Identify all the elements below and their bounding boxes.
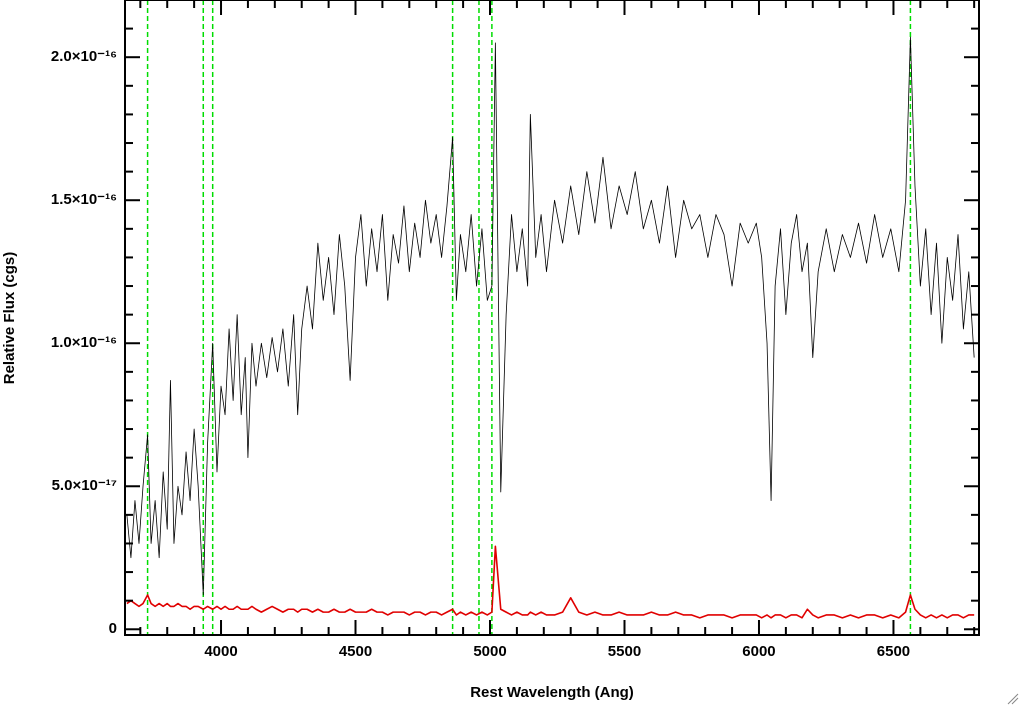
x-tick-label: 6000 [742, 643, 775, 660]
y-tick-label: 5.0×10⁻¹⁷ [52, 477, 117, 494]
spectrum-line [126, 545, 975, 619]
plot-frame [124, 0, 980, 636]
x-tick-label: 4000 [204, 643, 237, 660]
x-tick-label: 4500 [339, 643, 372, 660]
y-tick-label: 1.5×10⁻¹⁶ [51, 191, 117, 208]
y-tick-label: 1.0×10⁻¹⁶ [51, 334, 117, 351]
x-axis-label: Rest Wavelength (Ang) [470, 684, 634, 701]
x-tick-label: 6500 [877, 643, 910, 660]
spectrum-line [126, 36, 975, 596]
y-tick-label: 0 [109, 620, 117, 637]
x-tick-label: 5500 [608, 643, 641, 660]
y-axis-label: Relative Flux (cgs) [1, 252, 18, 385]
x-tick-label: 5000 [473, 643, 506, 660]
resize-grip [1007, 693, 1019, 705]
y-tick-label: 2.0×10⁻¹⁶ [51, 48, 117, 65]
